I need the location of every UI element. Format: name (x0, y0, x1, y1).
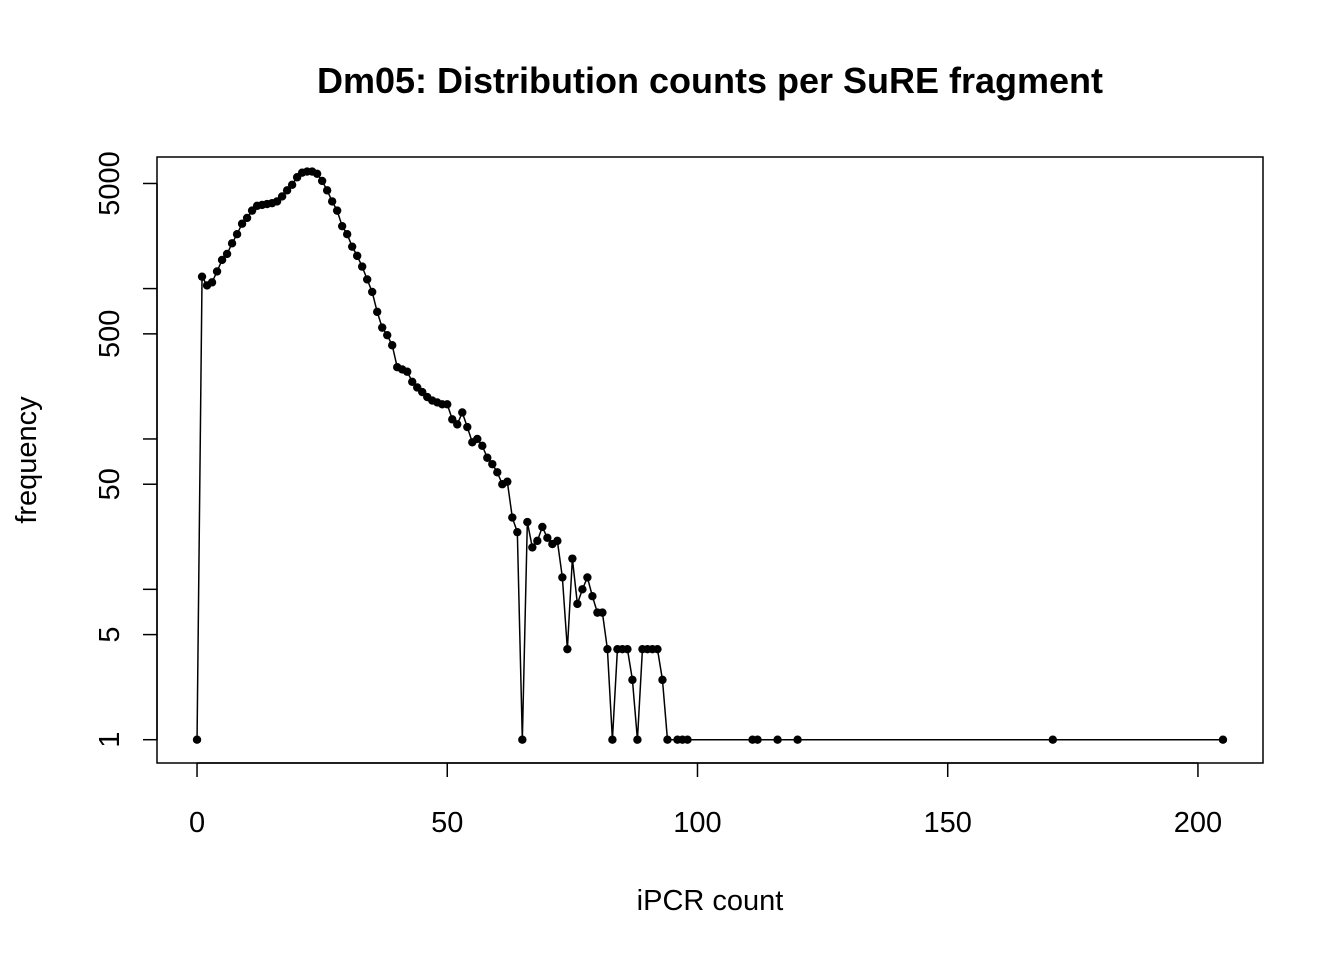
data-point (403, 367, 412, 376)
data-point (663, 735, 672, 744)
data-point (1218, 735, 1228, 744)
y-tick-label: 5 (94, 627, 126, 643)
data-point (197, 272, 207, 281)
data-point (352, 251, 362, 261)
data-point (493, 468, 502, 477)
y-tick-label: 50 (94, 468, 126, 500)
data-point (362, 275, 372, 284)
x-tick-label: 50 (431, 807, 463, 839)
data-point (378, 323, 387, 332)
data-point (322, 186, 332, 195)
data-point (563, 644, 572, 654)
data-point (528, 543, 537, 552)
plot-area-border (156, 156, 1264, 764)
data-point (332, 206, 342, 215)
data-point (337, 221, 347, 231)
plot-data (192, 167, 1228, 744)
data-point (342, 229, 352, 239)
data-point (212, 267, 222, 276)
data-point (598, 608, 607, 617)
data-point (473, 434, 482, 444)
data-point (483, 453, 492, 462)
y-axis-label: frequency (11, 396, 43, 524)
data-point (623, 644, 632, 654)
y-tick-label: 5000 (94, 151, 126, 216)
data-point (793, 735, 802, 744)
data-point (523, 517, 532, 527)
data-point (287, 180, 297, 189)
data-point (453, 420, 462, 429)
data-point (683, 735, 692, 744)
data-point (232, 229, 242, 239)
data-point (628, 675, 637, 685)
data-point (583, 573, 592, 582)
data-point (603, 644, 612, 654)
data-point (367, 287, 377, 297)
data-point (312, 169, 322, 178)
x-axis-label: iPCR count (637, 885, 784, 917)
data-point (753, 735, 762, 744)
data-point (227, 239, 237, 248)
data-point (773, 735, 782, 744)
series-line (196, 170, 1223, 741)
x-tick-label: 150 (924, 807, 972, 839)
data-point (608, 735, 617, 744)
data-point (242, 213, 252, 223)
data-point (503, 477, 512, 486)
x-tick-label: 0 (189, 807, 205, 839)
data-point (347, 242, 357, 251)
data-point (277, 192, 287, 201)
data-point (217, 255, 227, 265)
data-point (633, 735, 642, 744)
data-point (222, 249, 232, 259)
data-point (372, 307, 382, 317)
data-point (518, 735, 527, 744)
data-point (588, 592, 597, 601)
data-point (558, 573, 567, 582)
y-axis: 1 5 50 500 5000 (94, 151, 158, 748)
data-point (478, 441, 487, 451)
data-point (658, 675, 667, 685)
data-point (538, 522, 547, 532)
data-point (327, 197, 337, 206)
data-point (192, 735, 202, 744)
data-point (282, 186, 292, 195)
y-tick-label: 1 (94, 732, 126, 748)
data-point (443, 400, 452, 409)
x-tick-label: 200 (1174, 807, 1222, 839)
data-point (458, 408, 467, 417)
data-point (408, 377, 417, 386)
data-point (653, 644, 662, 654)
data-point (488, 459, 497, 469)
data-point (1048, 735, 1058, 744)
data-point (317, 176, 327, 186)
data-point (533, 536, 542, 546)
data-point (573, 599, 582, 609)
data-point (463, 422, 472, 432)
data-point (543, 533, 552, 543)
data-point (237, 219, 247, 228)
data-point (513, 527, 522, 537)
y-tick-label: 500 (94, 310, 126, 358)
data-point (388, 341, 397, 350)
data-point (383, 330, 392, 340)
data-point (568, 554, 577, 563)
data-point (508, 513, 517, 522)
x-tick-label: 100 (673, 807, 721, 839)
x-axis: 0 50 100 150 200 (189, 762, 1222, 839)
chart-title: Dm05: Distribution counts per SuRE fragm… (317, 60, 1103, 101)
data-point (357, 262, 367, 271)
data-point (207, 278, 217, 287)
data-point (553, 536, 562, 546)
data-point (578, 585, 587, 594)
